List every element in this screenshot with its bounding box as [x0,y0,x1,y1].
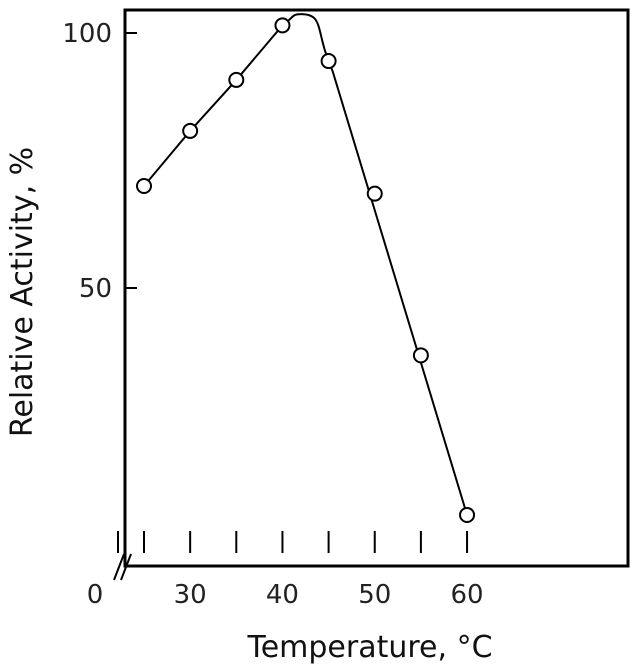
activity-curve [143,13,469,516]
x-tick-labels: 0 30 40 50 60 [87,580,484,610]
y-ticks [125,32,137,289]
x-tick-label-0: 0 [87,580,104,610]
axis-break-slash-2 [120,553,132,581]
y-tick-labels: 50 100 [62,19,112,304]
x-axis-break [113,531,132,581]
y-axis-title: Relative Activity, % [5,147,40,437]
y-tick-label-50: 50 [79,274,112,304]
x-tick-label-60: 60 [451,580,484,610]
x-tick-label-50: 50 [358,580,391,610]
data-point-30 [182,122,199,139]
x-ticks [143,531,469,553]
data-point-25 [136,178,152,194]
data-points [136,17,476,523]
x-tick-label-30: 30 [174,580,207,610]
data-point-35 [228,71,245,88]
data-point-55 [412,347,429,364]
plot-frame [123,8,630,568]
axis-break-slash-1 [113,553,125,581]
x-tick-label-40: 40 [266,580,299,610]
data-point-45 [320,53,337,70]
data-point-40 [274,17,291,34]
data-point-60 [459,506,476,523]
y-tick-label-100: 100 [62,19,112,49]
x-axis-title: Temperature, °C [246,630,492,665]
data-point-50 [366,185,383,202]
